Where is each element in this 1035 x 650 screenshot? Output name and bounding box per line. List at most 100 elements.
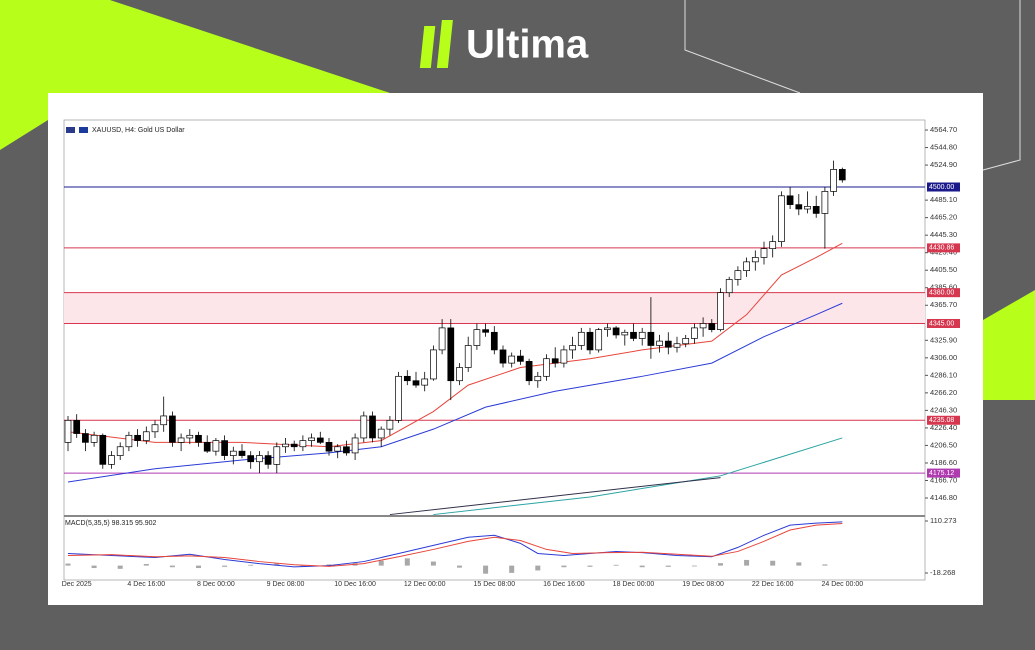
macd-bar bbox=[196, 565, 201, 569]
candle-body bbox=[177, 437, 185, 443]
candle-body bbox=[778, 195, 785, 242]
candle-body bbox=[595, 329, 603, 351]
macd-bar bbox=[274, 563, 280, 566]
y-tick-label: 4365.70 bbox=[930, 300, 957, 309]
candle-body bbox=[725, 279, 733, 294]
candle-body bbox=[82, 433, 89, 443]
candle-body bbox=[412, 380, 420, 386]
candle-body bbox=[125, 434, 133, 448]
x-tick-label: 19 Dec 08:00 bbox=[682, 581, 724, 588]
x-tick-label: 4 Dec 16:00 bbox=[127, 581, 165, 588]
level-tag bbox=[927, 288, 960, 298]
zone bbox=[64, 292, 925, 324]
y-tick-label: 4146.80 bbox=[930, 493, 957, 502]
candle-body bbox=[751, 257, 759, 263]
candle-body bbox=[534, 375, 542, 382]
macd-bar bbox=[535, 565, 541, 571]
macd-bar bbox=[561, 565, 567, 568]
y-tick-label: 4465.20 bbox=[930, 213, 957, 222]
candle-body bbox=[99, 434, 107, 465]
macd-bar bbox=[718, 563, 723, 566]
x-tick-label: 15 Dec 08:00 bbox=[473, 581, 515, 588]
candle-body bbox=[403, 375, 411, 382]
candle-body bbox=[316, 437, 324, 443]
macd-bar bbox=[91, 565, 97, 569]
plot-frame bbox=[63, 119, 926, 581]
logo: Ultima bbox=[466, 23, 589, 67]
candle-body bbox=[90, 434, 98, 443]
candle-body bbox=[256, 455, 263, 463]
candle-body bbox=[212, 440, 220, 452]
level-label: 4500.00 bbox=[929, 184, 954, 191]
candle-body bbox=[577, 331, 585, 346]
candle-body bbox=[421, 378, 429, 386]
logo-mark bbox=[419, 26, 436, 68]
macd-bar bbox=[457, 565, 462, 568]
candle-body bbox=[343, 446, 350, 454]
candle-body bbox=[369, 415, 376, 439]
candle-body bbox=[456, 367, 463, 382]
level-tag bbox=[927, 468, 960, 478]
candle-body bbox=[760, 248, 768, 258]
moving-average bbox=[67, 242, 843, 448]
macd-bar bbox=[378, 560, 384, 566]
candle-body bbox=[830, 169, 837, 192]
candle-body bbox=[482, 329, 489, 333]
macd-label: MACD(5,35,5) 98.315 95.902 bbox=[65, 520, 157, 527]
candle-body bbox=[273, 446, 281, 465]
macd-bar bbox=[822, 564, 828, 566]
y-tick-label: 4445.30 bbox=[930, 230, 957, 239]
x-tick-label: 10 Dec 16:00 bbox=[334, 581, 376, 588]
macd-signal bbox=[67, 523, 843, 567]
candle-body bbox=[395, 375, 402, 421]
decor-line bbox=[684, 0, 801, 94]
x-tick-label: 9 Dec 08:00 bbox=[267, 581, 305, 588]
candle-body bbox=[134, 434, 141, 441]
logo-mark bbox=[436, 20, 453, 68]
y-tick-label: 4524.90 bbox=[930, 160, 957, 169]
candle-body bbox=[351, 437, 359, 454]
macd-tick-label: 110.273 bbox=[930, 516, 957, 525]
macd-bar bbox=[430, 561, 436, 566]
x-tick-label: Dec 2025 bbox=[62, 581, 92, 588]
y-tick-label: 4306.00 bbox=[930, 353, 957, 362]
decor-shape bbox=[0, 0, 390, 150]
y-tick-label: 4246.30 bbox=[930, 405, 957, 414]
candle-body bbox=[195, 434, 202, 443]
candle-body bbox=[543, 358, 550, 377]
x-tick-label: 24 Dec 00:00 bbox=[821, 581, 863, 588]
level-label: 4430.86 bbox=[929, 245, 954, 252]
x-tick-label: 16 Dec 16:00 bbox=[543, 581, 585, 588]
candle-body bbox=[464, 345, 472, 368]
candle-body bbox=[717, 292, 724, 331]
macd-bar bbox=[326, 564, 332, 566]
y-tick-label: 4166.70 bbox=[930, 475, 957, 484]
candle-body bbox=[73, 419, 81, 434]
y-tick-label: 4226.40 bbox=[930, 423, 957, 432]
candle-body bbox=[473, 329, 481, 346]
symbol-icon bbox=[66, 127, 75, 133]
macd-bar bbox=[222, 565, 228, 567]
level-tag bbox=[927, 182, 960, 192]
candle-body bbox=[604, 327, 611, 331]
candle-body bbox=[438, 327, 446, 351]
candle-body bbox=[186, 434, 194, 439]
level-tag bbox=[927, 415, 960, 425]
level-label: 4175.12 bbox=[929, 470, 954, 477]
candle-body bbox=[108, 455, 115, 465]
macd-bar bbox=[248, 564, 254, 566]
x-tick-label: 12 Dec 00:00 bbox=[404, 581, 446, 588]
candle-body bbox=[551, 358, 559, 364]
macd-bar bbox=[691, 565, 697, 567]
candle-body bbox=[517, 355, 524, 362]
decor-shape bbox=[983, 290, 1035, 400]
candle-body bbox=[264, 455, 272, 465]
moving-average bbox=[389, 477, 721, 516]
y-tick-label: 4325.90 bbox=[930, 335, 957, 344]
candle-body bbox=[142, 431, 150, 441]
macd-bar bbox=[509, 565, 515, 573]
candle-body bbox=[525, 360, 533, 382]
chart-title: XAUUSD, H4: Gold US Dollar bbox=[92, 127, 185, 134]
candle-body bbox=[569, 345, 576, 351]
candle-body bbox=[734, 270, 742, 280]
